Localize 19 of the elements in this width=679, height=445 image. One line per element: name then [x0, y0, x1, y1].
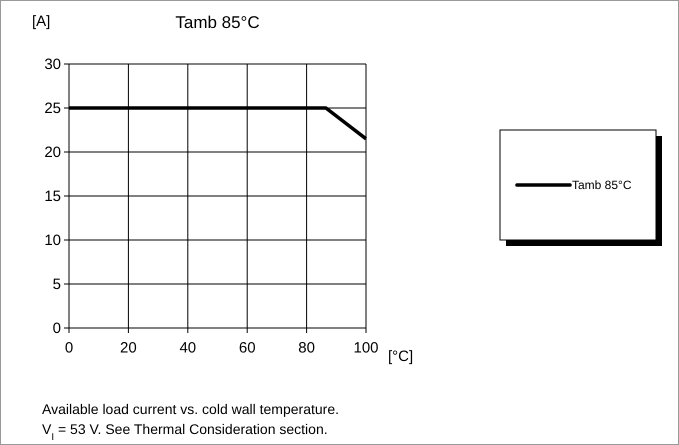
- y-tick-label: 15: [44, 188, 61, 205]
- y-tick-label: 5: [52, 276, 61, 293]
- x-axis-title: [°C]: [388, 348, 414, 365]
- y-axis-title: [A]: [32, 13, 50, 30]
- legend-label: Tamb 85°C: [572, 178, 632, 192]
- text: Available load current vs. cold wall temperature.: [42, 401, 340, 417]
- chart-title: Tamb 85°C: [175, 13, 260, 32]
- y-tick-label: 25: [44, 100, 61, 117]
- x-tick-label: 100: [353, 340, 379, 356]
- x-tick-label: 80: [298, 340, 315, 356]
- y-tick-label: 20: [44, 144, 61, 161]
- x-tick-label: 0: [64, 340, 74, 356]
- x-tick-label: 40: [179, 340, 196, 356]
- y-tick-label: 10: [44, 232, 61, 249]
- y-tick-label: 0: [52, 320, 61, 337]
- x-tick-label: 60: [238, 340, 256, 356]
- x-tick-label: 20: [120, 340, 137, 356]
- text: V$_{I}$ = 53 V. See Thermal Consideration section.: [42, 421, 328, 442]
- y-tick-label: 30: [44, 56, 61, 73]
